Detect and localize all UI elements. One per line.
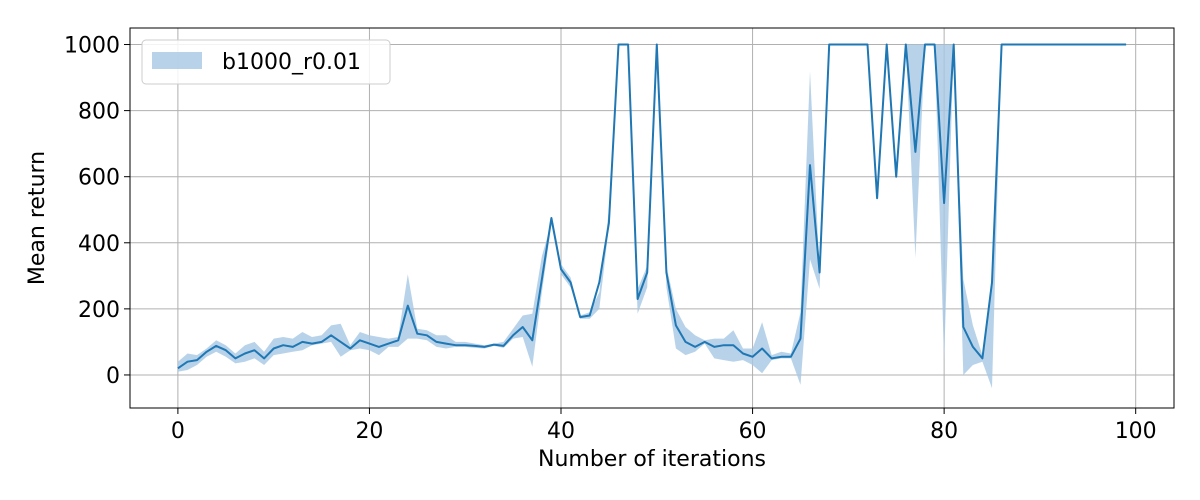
mean-return-line bbox=[177, 43, 1127, 370]
x-tick-label: 100 bbox=[1115, 419, 1157, 444]
plot-frame bbox=[129, 27, 1175, 409]
x-tick-label: 0 bbox=[171, 419, 185, 444]
x-axis-label: Number of iterations bbox=[538, 447, 766, 472]
y-axis-label: Mean return bbox=[25, 151, 50, 285]
mean-line-layer bbox=[177, 43, 1127, 370]
y-tick-label: 400 bbox=[78, 232, 120, 257]
x-tick-label: 20 bbox=[355, 419, 383, 444]
x-tick-label: 40 bbox=[547, 419, 575, 444]
confidence-band bbox=[177, 44, 1127, 389]
x-tick-label: 80 bbox=[930, 419, 958, 444]
legend: b1000_r0.01 bbox=[141, 39, 391, 85]
y-tick-label: 800 bbox=[78, 100, 120, 125]
legend-label: b1000_r0.01 bbox=[222, 50, 361, 75]
y-axis-ticks: 0 200 400 600 800 1000 bbox=[64, 34, 130, 389]
y-tick-label: 600 bbox=[78, 166, 120, 191]
y-tick-label: 0 bbox=[106, 364, 120, 389]
legend-swatch bbox=[152, 52, 202, 69]
y-tick-label: 200 bbox=[78, 298, 120, 323]
y-tick-label: 1000 bbox=[64, 34, 120, 59]
legend-box bbox=[141, 39, 391, 85]
x-tick-label: 60 bbox=[739, 419, 767, 444]
x-axis-ticks: 0 20 40 60 80 100 bbox=[171, 408, 1157, 444]
confidence-band-layer bbox=[177, 44, 1127, 389]
